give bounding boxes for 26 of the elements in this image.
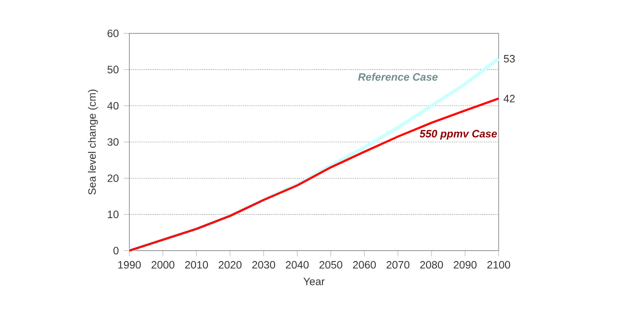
- data-label: 42: [504, 94, 515, 102]
- data-label: 53: [504, 54, 515, 62]
- y-tick-label: 10: [108, 210, 119, 218]
- y-axis-title: Sea level change (cm): [88, 90, 98, 195]
- x-tick-label: 1990: [118, 261, 141, 269]
- series-label: 550 ppmv Case: [420, 130, 497, 140]
- y-tick-label: 50: [107, 66, 119, 74]
- x-tick-label: 2040: [286, 261, 309, 269]
- x-tick-label: 2000: [152, 261, 174, 269]
- y-tick-label: 0: [113, 246, 119, 254]
- x-tick-label: 2030: [252, 261, 276, 269]
- y-tick-label: 20: [108, 174, 119, 182]
- x-tick-label: 2070: [386, 261, 410, 269]
- x-axis-title: Year: [303, 278, 325, 286]
- x-tick-label: 2010: [185, 261, 208, 269]
- x-tick-label: 2060: [353, 261, 376, 269]
- x-tick-label: 2080: [420, 261, 443, 269]
- x-tick-label: 2100: [487, 261, 510, 269]
- x-tick-label: 2090: [454, 261, 477, 269]
- y-tick-label: 30: [107, 138, 119, 146]
- y-tick-label: 40: [107, 102, 119, 110]
- x-tick-label: 2020: [218, 261, 242, 269]
- x-tick-label: 2050: [319, 261, 342, 269]
- y-tick-label: 60: [108, 30, 119, 38]
- series-label: Reference Case: [358, 72, 438, 81]
- line-series: [128, 97, 500, 252]
